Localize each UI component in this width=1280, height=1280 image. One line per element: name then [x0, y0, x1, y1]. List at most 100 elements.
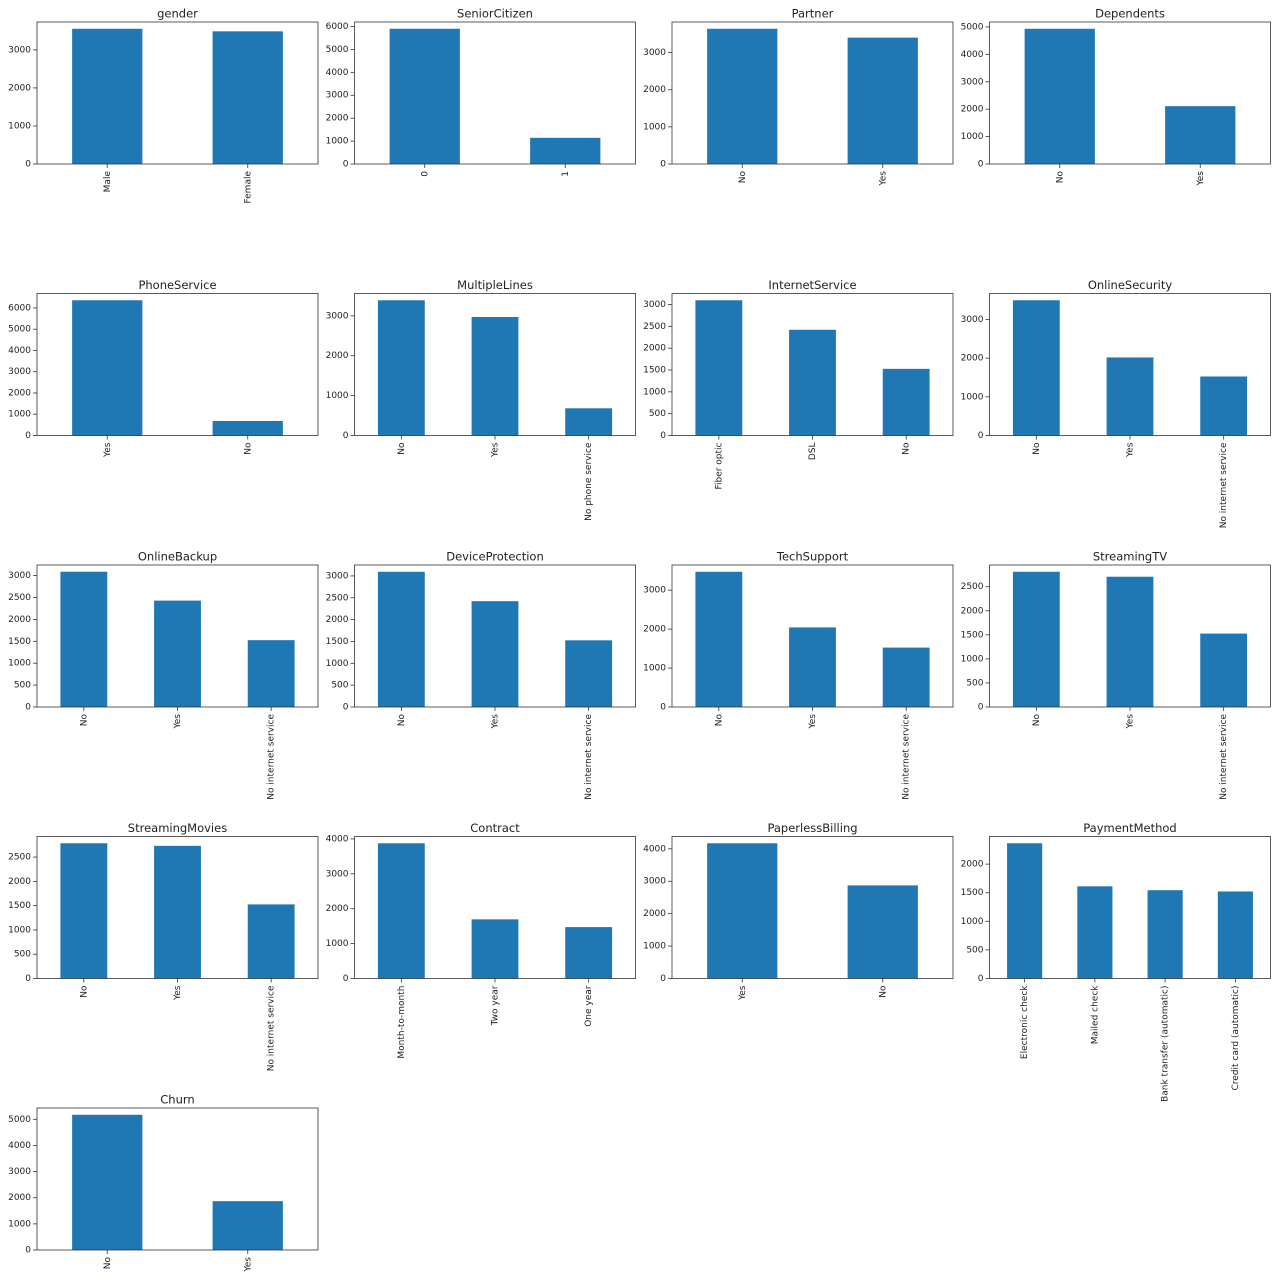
chart-title: StreamingTV — [1093, 550, 1167, 564]
plot-frame — [36, 564, 319, 708]
y-tick-label: 1500 — [961, 630, 984, 640]
bar — [1147, 890, 1183, 979]
x-tick-label: Bank transfer (automatic) — [1161, 986, 1171, 1102]
plot-frame — [354, 293, 636, 436]
x-tick-label: 0 — [420, 171, 430, 177]
y-tick-label: 2000 — [8, 1193, 31, 1203]
y-tick-label: 0 — [978, 431, 984, 441]
bar — [565, 408, 613, 436]
y-tick-label: 2000 — [8, 877, 31, 887]
y-tick-label: 0 — [343, 431, 349, 441]
y-tick-label: 2500 — [8, 593, 31, 603]
bar — [389, 28, 460, 164]
x-tick-label: No — [103, 1257, 113, 1270]
chart-title: PaperlessBilling — [767, 821, 857, 835]
y-tick-label: 3000 — [643, 300, 666, 310]
bar — [60, 843, 108, 979]
bar — [707, 843, 778, 979]
x-tick-label: No — [714, 714, 724, 727]
y-tick-label: 0 — [978, 974, 984, 984]
bar — [377, 843, 425, 979]
chart-title: Churn — [160, 1093, 194, 1107]
x-tick-label: Yes — [1126, 442, 1136, 458]
y-tick-label: 1500 — [326, 637, 349, 647]
y-tick-label: 1000 — [8, 121, 31, 131]
plot-frame — [989, 564, 1271, 708]
y-tick-label: 0 — [660, 160, 666, 170]
bar — [1106, 357, 1154, 436]
x-tick-label: No — [243, 442, 253, 455]
plot-frame — [354, 21, 636, 165]
bar — [471, 919, 519, 979]
y-tick-label: 1000 — [326, 659, 349, 669]
y-tick-label: 1500 — [8, 901, 31, 911]
y-tick-label: 0 — [660, 974, 666, 984]
y-tick-label: 2000 — [8, 615, 31, 625]
bar — [1077, 886, 1113, 979]
y-tick-label: 2000 — [326, 615, 349, 625]
y-tick-label: 1000 — [643, 664, 666, 674]
y-tick-label: 4000 — [961, 50, 984, 60]
y-tick-label: 1000 — [961, 132, 984, 142]
x-tick-label: No — [738, 171, 748, 184]
x-tick-label: Yes — [173, 714, 183, 730]
y-tick-label: 1500 — [961, 888, 984, 898]
bar — [565, 640, 613, 707]
bar — [471, 601, 519, 707]
y-tick-label: 0 — [25, 1246, 31, 1256]
bar — [695, 300, 743, 436]
chart-panel: PaperlessBilling 0 1000 2000 3000 4000 Yes No — [643, 821, 954, 1001]
x-tick-label: No — [878, 985, 888, 998]
chart-panel: PaymentMethod 0 500 1000 1500 2000 Electronic … — [961, 821, 1271, 1102]
y-tick-label: 500 — [649, 409, 666, 419]
x-tick-label: Male — [103, 171, 113, 193]
bar — [377, 300, 425, 436]
x-tick-label: Yes — [1196, 171, 1206, 187]
x-tick-label: Month-to-month — [397, 986, 407, 1059]
bar — [1165, 106, 1236, 164]
chart-panel: Contract 0 1000 2000 3000 4000 Month-to-month T… — [326, 821, 636, 1059]
plot-frame — [671, 293, 954, 436]
y-tick-label: 500 — [966, 678, 983, 688]
chart-title: OnlineSecurity — [1088, 278, 1173, 292]
bar — [212, 421, 283, 436]
chart-panel: OnlineSecurity 0 1000 2000 3000 No Yes No inter… — [961, 278, 1271, 528]
y-tick-label: 2000 — [643, 909, 666, 919]
plot-frame — [671, 21, 954, 165]
y-tick-label: 4000 — [326, 68, 349, 78]
y-tick-label: 0 — [660, 431, 666, 441]
y-tick-label: 3000 — [643, 877, 666, 887]
x-tick-label: No internet service — [584, 714, 594, 800]
x-tick-label: Yes — [491, 714, 501, 730]
y-tick-label: 0 — [978, 160, 984, 170]
y-tick-label: 0 — [25, 431, 31, 441]
x-tick-label: Yes — [173, 985, 183, 1001]
plot-frame — [989, 836, 1271, 979]
bar — [1217, 891, 1253, 979]
y-tick-label: 1000 — [643, 122, 666, 132]
bar — [1007, 843, 1043, 979]
y-tick-label: 4000 — [8, 1141, 31, 1151]
chart-panel: Dependents 0 1000 2000 3000 4000 5000 No Yes — [961, 7, 1271, 187]
x-tick-label: No — [397, 714, 407, 727]
y-tick-label: 0 — [660, 703, 666, 713]
x-tick-label: No — [79, 985, 89, 998]
y-tick-label: 1000 — [326, 391, 349, 401]
bar — [882, 368, 930, 436]
y-tick-label: 1000 — [643, 387, 666, 397]
x-tick-label: Yes — [491, 442, 501, 458]
y-tick-label: 2500 — [8, 853, 31, 863]
bar — [212, 31, 283, 165]
x-tick-label: No internet service — [267, 985, 277, 1071]
y-tick-label: 2000 — [326, 114, 349, 124]
y-tick-label: 2000 — [961, 354, 984, 364]
bar — [882, 647, 930, 707]
y-tick-label: 4000 — [8, 346, 31, 356]
x-tick-label: No phone service — [584, 442, 594, 521]
x-tick-label: Yes — [103, 442, 113, 458]
y-tick-label: 0 — [25, 160, 31, 170]
bar — [377, 571, 425, 707]
bar — [471, 316, 519, 436]
y-tick-label: 2000 — [326, 904, 349, 914]
